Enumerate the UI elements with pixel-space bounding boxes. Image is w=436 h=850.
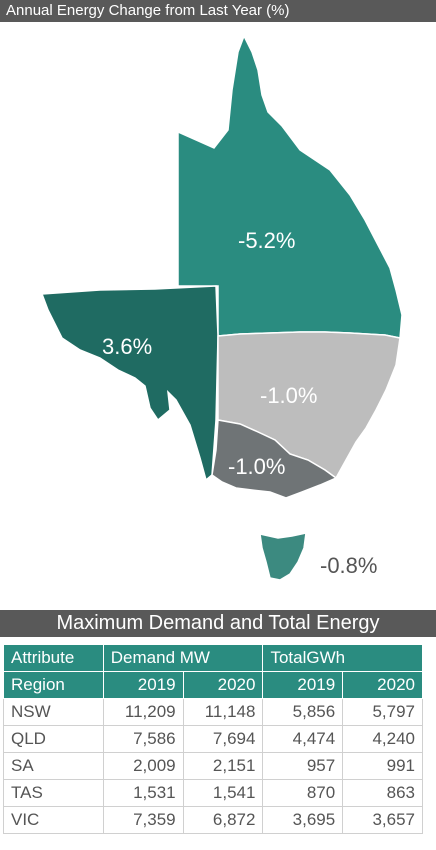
- cell-region: QLD: [3, 725, 104, 753]
- cell-value: 1,541: [182, 779, 264, 807]
- cell-value: 1,531: [102, 779, 184, 807]
- header-attribute: Attribute: [3, 644, 104, 672]
- table-row: VIC 7,359 6,872 3,695 3,657: [3, 806, 423, 834]
- cell-value: 7,586: [102, 725, 184, 753]
- region-sa[interactable]: [40, 285, 219, 482]
- cell-value: 5,856: [262, 698, 344, 726]
- cell-value: 11,209: [102, 698, 184, 726]
- cell-value: 6,872: [182, 806, 264, 834]
- header-energy-2020: 2020: [342, 671, 423, 699]
- header-demand-mw: Demand MW: [102, 644, 264, 672]
- sa-change-label: 3.6%: [102, 334, 152, 359]
- demand-energy-table: Attribute Demand MW TotalGWh Region 2019…: [3, 644, 423, 834]
- cell-value: 870: [262, 779, 344, 807]
- cell-value: 863: [342, 779, 423, 807]
- cell-region: SA: [3, 752, 104, 780]
- qld-change-label: -5.2%: [238, 228, 295, 253]
- table-subheader-row: Region 2019 2020 2019 2020: [3, 671, 423, 699]
- region-tas[interactable]: [259, 532, 307, 581]
- cell-value: 7,694: [182, 725, 264, 753]
- cell-value: 4,474: [262, 725, 344, 753]
- cell-value: 3,657: [342, 806, 423, 834]
- table-title: Maximum Demand and Total Energy: [0, 610, 436, 637]
- cell-value: 991: [342, 752, 423, 780]
- vic-change-label: -1.0%: [228, 454, 285, 479]
- cell-value: 7,359: [102, 806, 184, 834]
- table-row: QLD 7,586 7,694 4,474 4,240: [3, 725, 423, 753]
- map-title: Annual Energy Change from Last Year (%): [0, 0, 436, 22]
- header-total-gwh: TotalGWh: [262, 644, 423, 672]
- cell-value: 11,148: [182, 698, 264, 726]
- header-energy-2019: 2019: [262, 671, 344, 699]
- cell-region: TAS: [3, 779, 104, 807]
- header-demand-2020: 2020: [182, 671, 264, 699]
- cell-region: NSW: [3, 698, 104, 726]
- table-row: SA 2,009 2,151 957 991: [3, 752, 423, 780]
- cell-value: 5,797: [342, 698, 423, 726]
- cell-value: 4,240: [342, 725, 423, 753]
- australia-east-map: -5.2% 3.6% -1.0% -1.0% -0.8%: [0, 22, 436, 602]
- table-row: NSW 11,209 11,148 5,856 5,797: [3, 698, 423, 726]
- cell-value: 2,009: [102, 752, 184, 780]
- cell-region: VIC: [3, 806, 104, 834]
- header-region: Region: [3, 671, 104, 699]
- nsw-change-label: -1.0%: [260, 383, 317, 408]
- region-vic[interactable]: [211, 419, 338, 499]
- table-header-row: Attribute Demand MW TotalGWh: [3, 644, 423, 672]
- cell-value: 3,695: [262, 806, 344, 834]
- cell-value: 957: [262, 752, 344, 780]
- table-row: TAS 1,531 1,541 870 863: [3, 779, 423, 807]
- cell-value: 2,151: [182, 752, 264, 780]
- tas-change-label: -0.8%: [320, 553, 377, 578]
- header-demand-2019: 2019: [102, 671, 184, 699]
